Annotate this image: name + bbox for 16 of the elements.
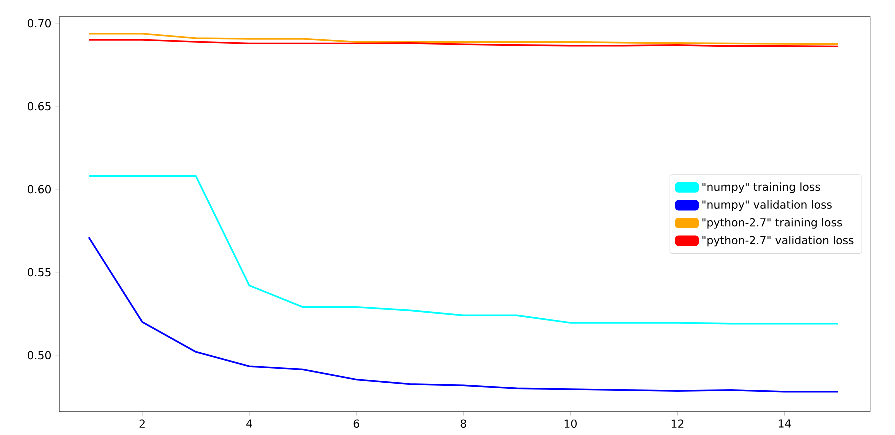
x-tick-label: 14 (778, 420, 792, 428)
x-tick-label: 6 (354, 420, 360, 428)
y-tick-label: 0.60 (28, 185, 52, 194)
legend-label: "numpy" validation loss (702, 200, 832, 212)
legend-label: "numpy" training loss (702, 182, 820, 194)
x-tick-label: 10 (564, 420, 577, 428)
legend-label: "python-2.7" validation loss (702, 236, 854, 247)
x-tick-label: 4 (246, 420, 252, 428)
y-tick-label: 0.70 (28, 19, 52, 28)
legend-label: "python-2.7" training loss (702, 218, 842, 229)
x-tick-label: 2 (140, 420, 145, 428)
x-tick-label: 8 (460, 420, 466, 428)
y-tick-label: 0.55 (28, 268, 51, 277)
y-tick-label: 0.65 (28, 102, 51, 111)
y-tick-label: 0.50 (28, 351, 52, 360)
x-tick-label: 12 (672, 420, 684, 428)
